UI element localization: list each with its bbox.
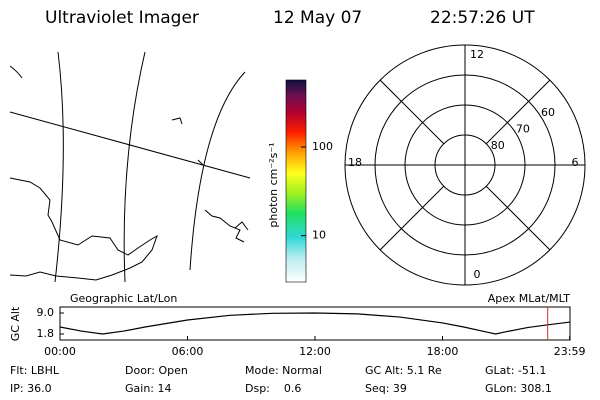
info-field: IP: 36.0 bbox=[10, 382, 52, 395]
colorbar bbox=[285, 79, 307, 283]
colorbar-tick-label: 100 bbox=[312, 140, 333, 153]
x-tick-label: 23:59 bbox=[554, 345, 586, 358]
info-field: GLat: -51.1 bbox=[485, 364, 546, 377]
info-field: Door: Open bbox=[125, 364, 188, 377]
y-tick-label: 9.0 bbox=[37, 306, 55, 319]
hour-label: 0 bbox=[474, 268, 481, 281]
info-field: GLon: 308.1 bbox=[485, 382, 552, 395]
x-tick-label: 12:00 bbox=[299, 345, 331, 358]
colorbar-label: photon cm⁻²s⁻¹ bbox=[267, 142, 280, 227]
altitude-line bbox=[59, 312, 571, 335]
info-field: GC Alt: 5.1 Re bbox=[365, 364, 442, 377]
title: Ultraviolet Imager bbox=[45, 8, 199, 28]
polar-diagonal bbox=[379, 79, 445, 145]
polar-diagonal bbox=[485, 185, 551, 251]
lat-label: 70 bbox=[516, 122, 530, 135]
x-tick-label: 06:00 bbox=[172, 345, 204, 358]
hour-label: 18 bbox=[348, 156, 362, 169]
right-label: Apex MLat/MLT bbox=[488, 292, 571, 305]
info-panel: Flt: LBHL Door: Open Mode: Normal GC Alt: 5… bbox=[10, 364, 552, 395]
date: 12 May 07 bbox=[273, 8, 362, 28]
polar-diagonal bbox=[379, 185, 445, 251]
altitude-plot: Geographic Lat/Lon Apex MLat/MLT GC Alt 9.0… bbox=[9, 292, 585, 358]
x-tick-label: 18:00 bbox=[427, 345, 459, 358]
y-tick-label: 1.8 bbox=[37, 327, 55, 340]
info-field: Flt: LBHL bbox=[10, 364, 60, 377]
lat-label: 80 bbox=[491, 139, 505, 152]
plot-frame bbox=[59, 306, 571, 341]
x-tick-label: 00:00 bbox=[44, 345, 76, 358]
lat-label: 60 bbox=[541, 106, 555, 119]
polar-diagonal bbox=[485, 79, 551, 145]
geographic-map bbox=[9, 51, 251, 283]
hour-label: 12 bbox=[470, 48, 484, 61]
info-field: Gain: 14 bbox=[125, 382, 172, 395]
info-field: Mode: Normal bbox=[245, 364, 322, 377]
left-label: Geographic Lat/Lon bbox=[70, 292, 177, 305]
colorbar-tick-label: 10 bbox=[312, 229, 326, 242]
info-field: Seq: 39 bbox=[365, 382, 407, 395]
hour-label: 6 bbox=[572, 156, 579, 169]
info-field: Dsp: 0.6 bbox=[245, 382, 301, 395]
time: 22:57:26 UT bbox=[430, 8, 535, 28]
y-axis-label: GC Alt bbox=[9, 306, 22, 341]
